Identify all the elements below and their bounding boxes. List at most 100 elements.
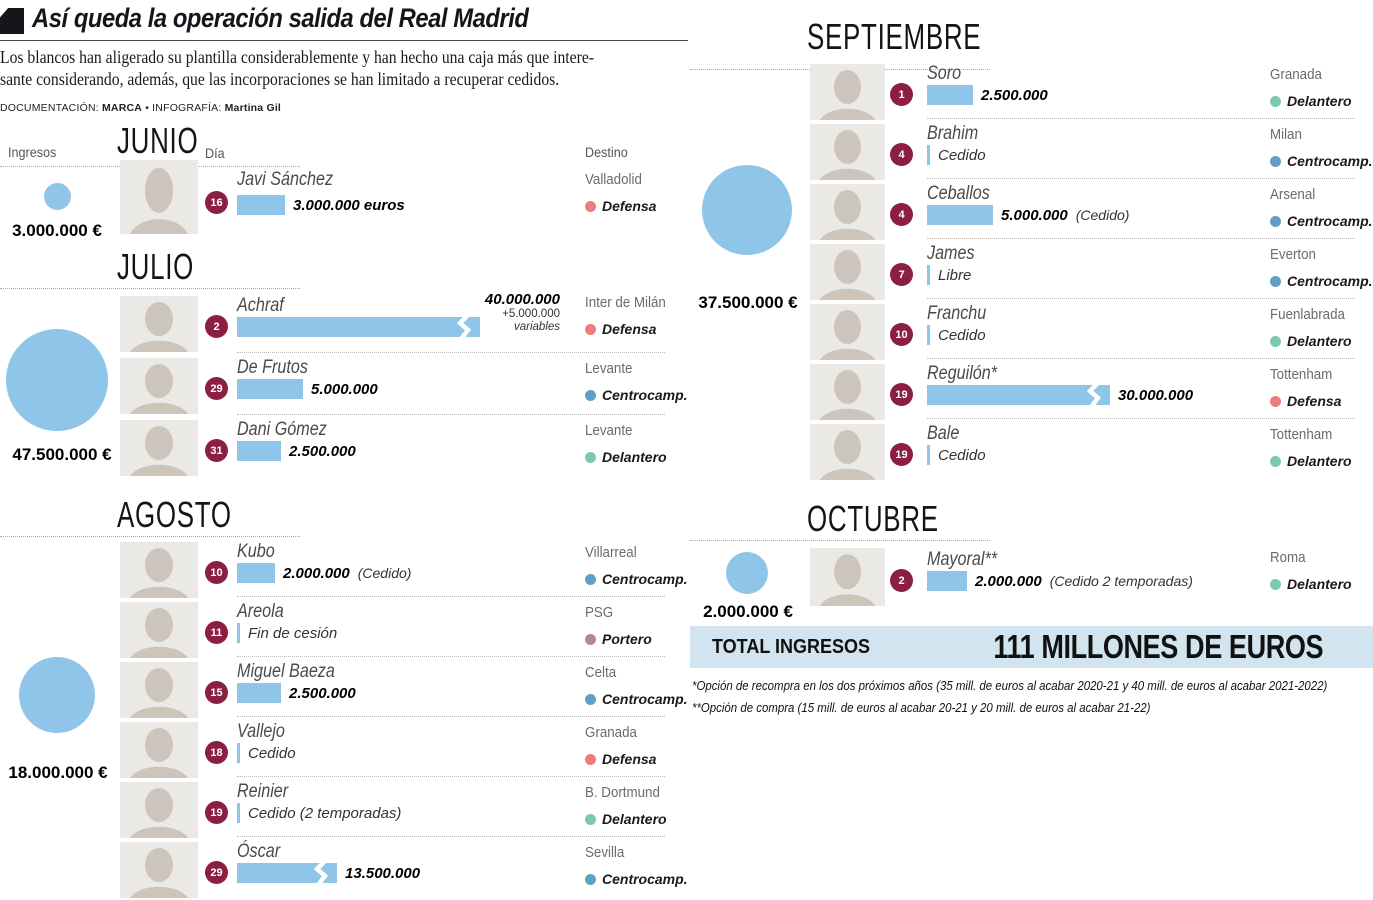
player-photo [120, 542, 198, 598]
fee-line: 2.500.000 [237, 441, 356, 461]
month-heading-octubre: OCTUBRE [807, 498, 939, 539]
credit-prefix: DOCUMENTACIÓN: [0, 102, 99, 114]
row-separator [237, 352, 665, 353]
player-name: Areola [237, 601, 284, 622]
position: Centrocamp. [1270, 213, 1373, 229]
player-photo [810, 124, 885, 180]
position-dot [585, 693, 596, 705]
total-income-value: 111 MILLONES DE EUROS [993, 628, 1323, 665]
fee-line: 30.000.000 [927, 383, 1193, 407]
row-separator [927, 238, 1355, 239]
destination: Inter de Milán [585, 295, 666, 311]
deal-status: Cedido [248, 744, 296, 762]
status-line: Cedido (2 temporadas) [237, 803, 401, 823]
player-photo [810, 64, 885, 120]
loan-tick [927, 325, 930, 345]
position: Defensa [585, 751, 656, 767]
position: Defensa [585, 321, 656, 337]
fee-value: 2.500.000 [981, 86, 1048, 104]
position-dot [1270, 455, 1281, 467]
player-name: Reguilón* [927, 363, 998, 384]
position: Delantero [1270, 453, 1352, 469]
loan-tick [927, 265, 930, 285]
income-circle-octubre [726, 552, 768, 594]
player-name: Miguel Baeza [237, 661, 335, 682]
credit-line: DOCUMENTACIÓN: MARCA • INFOGRAFÍA: Marti… [0, 102, 281, 114]
deal-status: Libre [938, 266, 972, 284]
position: Delantero [585, 449, 667, 465]
position-dot [585, 389, 596, 401]
fee-bar [237, 861, 337, 885]
destination: PSG [585, 605, 614, 621]
player-photo [810, 244, 885, 300]
footnote-2: **Opción de compra (15 mill. de euros al… [692, 700, 1151, 715]
day-badge: 1 [890, 83, 913, 106]
player-name: Achraf [237, 295, 284, 316]
player-name: Kubo [237, 541, 275, 562]
fee-value-block: 40.000.000 +5.000.000 variables [425, 291, 560, 334]
position-dot [585, 200, 596, 212]
position-dot [1270, 155, 1281, 167]
heading-rule [690, 540, 990, 541]
destination: Sevilla [585, 845, 625, 861]
fee-value: 2.500.000 [289, 684, 356, 702]
day-badge: 29 [205, 377, 228, 400]
fee-value: 5.000.000 [311, 380, 378, 398]
title-rule [0, 40, 688, 41]
position-dot [585, 573, 596, 585]
player-name: De Frutos [237, 357, 308, 378]
position-dot [1270, 335, 1281, 347]
fee-bar [237, 563, 275, 583]
position-label: Delantero [1287, 576, 1352, 592]
bar-break-icon [1087, 383, 1101, 407]
destination: Celta [585, 665, 617, 681]
day-badge: 7 [890, 263, 913, 286]
total-income-label: TOTAL INGRESOS [712, 635, 871, 658]
position-dot [1270, 95, 1281, 107]
position-dot [1270, 275, 1281, 287]
player-name: Ceballos [927, 183, 990, 204]
loan-tick [237, 623, 240, 643]
position: Centrocamp. [1270, 153, 1373, 169]
player-photo [810, 424, 885, 480]
row-separator [237, 716, 665, 717]
column-label-dia: Día [205, 145, 225, 161]
position: Centrocamp. [585, 691, 688, 707]
status-line: Fin de cesión [237, 623, 337, 643]
position: Portero [585, 631, 652, 647]
player-photo [810, 364, 885, 420]
fee-note: (Cedido 2 temporadas) [1049, 573, 1193, 589]
position: Defensa [1270, 393, 1341, 409]
row-separator [237, 596, 665, 597]
month-total-septiembre: 37.500.000 € [698, 293, 798, 312]
fee-line: 5.000.000 (Cedido) [927, 205, 1129, 225]
day-badge: 18 [205, 741, 228, 764]
destination: Tottenham [1270, 367, 1333, 383]
position-label: Delantero [1287, 333, 1352, 349]
row-separator [927, 118, 1355, 119]
position: Delantero [1270, 333, 1352, 349]
credit-source: MARCA [101, 102, 143, 114]
player-photo [120, 358, 198, 414]
position-dot [585, 323, 596, 335]
destination: Levante [585, 423, 633, 439]
day-badge: 4 [890, 143, 913, 166]
position-label: Centrocamp. [602, 871, 688, 887]
loan-tick [927, 145, 930, 165]
bar-break-icon [457, 315, 471, 339]
day-badge: 19 [205, 801, 228, 824]
player-photo [810, 304, 885, 360]
fee-bar [927, 571, 967, 591]
position-label: Centrocamp. [1287, 213, 1373, 229]
destination: Villarreal [585, 545, 637, 561]
player-name: Soro [927, 63, 962, 84]
loan-tick [237, 803, 240, 823]
status-line: Cedido [237, 743, 296, 763]
month-heading-julio: JULIO [117, 246, 195, 287]
player-photo [120, 296, 198, 352]
deal-status: Cedido (2 temporadas) [248, 804, 402, 822]
destination: Milan [1270, 127, 1302, 143]
fee-value: 2.000.000 [283, 564, 350, 582]
position: Centrocamp. [585, 387, 688, 403]
